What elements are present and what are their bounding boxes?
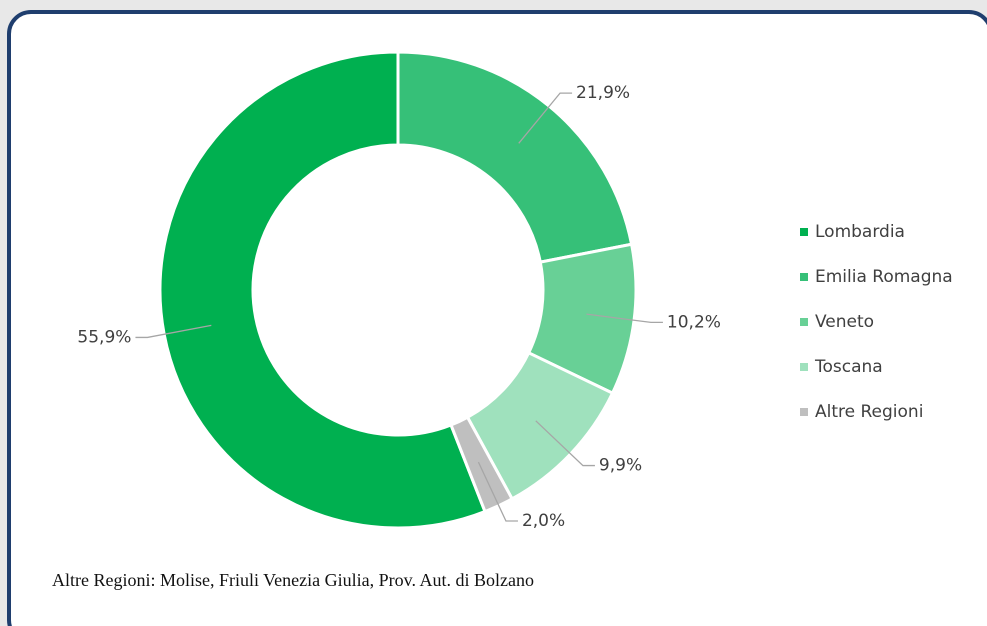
footnote: Altre Regioni: Molise, Friuli Venezia Gi… bbox=[52, 570, 534, 590]
data-label: 21,9% bbox=[576, 83, 630, 103]
donut-slice bbox=[396, 50, 634, 264]
leader-line bbox=[586, 313, 663, 324]
data-label: 2,0% bbox=[522, 511, 565, 531]
donut-slice bbox=[449, 415, 515, 514]
legend-label: Altre Regioni bbox=[815, 402, 923, 422]
legend-label: Emilia Romagna bbox=[815, 267, 953, 287]
data-label: 10,2% bbox=[667, 312, 721, 332]
data-label: 9,9% bbox=[599, 456, 642, 476]
donut-slice bbox=[158, 50, 487, 530]
legend-label: Veneto bbox=[815, 312, 874, 332]
legend-marker bbox=[800, 363, 808, 371]
leader-line bbox=[535, 420, 595, 467]
legend-marker bbox=[800, 228, 808, 236]
legend-marker bbox=[800, 408, 808, 416]
data-label: 55,9% bbox=[77, 327, 131, 347]
leader-line bbox=[135, 324, 212, 339]
legend-marker bbox=[800, 273, 808, 281]
legend-label: Toscana bbox=[814, 357, 883, 377]
legend-marker bbox=[800, 318, 808, 326]
leader-line bbox=[477, 461, 518, 522]
leader-line bbox=[518, 92, 573, 144]
legend-label: Lombardia bbox=[815, 222, 905, 242]
